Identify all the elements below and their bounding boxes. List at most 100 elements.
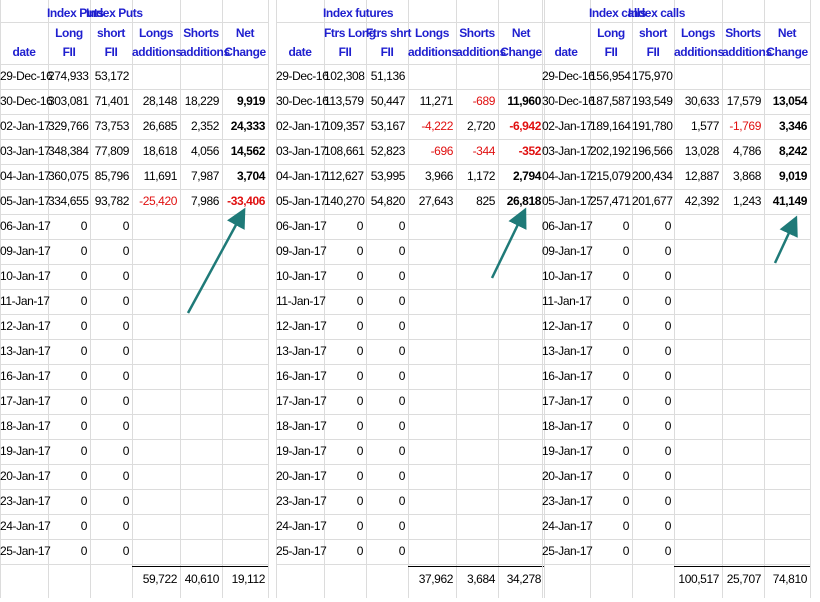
date-cell[interactable]: 03-Jan-17 bbox=[0, 144, 51, 158]
column-header[interactable]: additions bbox=[722, 45, 772, 59]
table-cell[interactable]: 201,677 bbox=[632, 194, 673, 208]
table-cell[interactable]: 0 bbox=[122, 294, 130, 308]
section-title[interactable]: Index calls bbox=[628, 6, 685, 20]
table-cell[interactable]: 196,566 bbox=[632, 144, 673, 158]
table-cell[interactable]: 3,868 bbox=[732, 169, 761, 183]
table-cell[interactable]: 0 bbox=[664, 244, 672, 258]
table-cell[interactable]: 0 bbox=[122, 244, 130, 258]
table-cell[interactable]: 7,986 bbox=[190, 194, 219, 208]
table-cell[interactable]: 0 bbox=[664, 544, 672, 558]
total-cell[interactable]: 74,810 bbox=[772, 572, 808, 586]
date-cell[interactable]: 20-Jan-17 bbox=[0, 469, 51, 483]
column-header[interactable]: Change bbox=[224, 45, 266, 59]
column-header[interactable]: Shorts bbox=[459, 26, 495, 40]
date-cell[interactable]: 10-Jan-17 bbox=[276, 269, 327, 283]
date-cell[interactable]: 25-Jan-17 bbox=[276, 544, 327, 558]
column-header[interactable]: date bbox=[12, 45, 36, 59]
column-header[interactable]: date bbox=[288, 45, 312, 59]
table-cell[interactable]: 0 bbox=[122, 519, 130, 533]
column-header[interactable]: FII bbox=[338, 45, 352, 59]
table-cell[interactable]: 0 bbox=[80, 419, 88, 433]
table-cell[interactable]: 0 bbox=[356, 444, 364, 458]
table-cell[interactable]: 0 bbox=[356, 394, 364, 408]
table-cell[interactable]: 215,079 bbox=[590, 169, 631, 183]
table-cell[interactable]: 85,796 bbox=[94, 169, 130, 183]
table-cell[interactable]: 2,720 bbox=[466, 119, 495, 133]
column-header[interactable]: FII bbox=[62, 45, 76, 59]
table-cell[interactable]: 0 bbox=[398, 269, 406, 283]
column-header[interactable]: FII bbox=[646, 45, 660, 59]
table-cell[interactable]: 71,401 bbox=[94, 94, 130, 108]
table-cell[interactable]: 0 bbox=[398, 319, 406, 333]
date-cell[interactable]: 09-Jan-17 bbox=[276, 244, 327, 258]
date-cell[interactable]: 19-Jan-17 bbox=[276, 444, 327, 458]
table-cell[interactable]: 0 bbox=[80, 294, 88, 308]
column-header[interactable]: Longs bbox=[415, 26, 449, 40]
date-cell[interactable]: 17-Jan-17 bbox=[0, 394, 51, 408]
table-cell[interactable]: 53,995 bbox=[370, 169, 406, 183]
column-header[interactable]: Long bbox=[55, 26, 83, 40]
total-cell[interactable]: 25,707 bbox=[726, 572, 762, 586]
date-cell[interactable]: 09-Jan-17 bbox=[542, 244, 593, 258]
table-cell[interactable]: 0 bbox=[356, 269, 364, 283]
date-cell[interactable]: 18-Jan-17 bbox=[0, 419, 51, 433]
total-cell[interactable]: 100,517 bbox=[678, 572, 719, 586]
table-cell[interactable]: 0 bbox=[664, 519, 672, 533]
date-cell[interactable]: 29-Dec-16 bbox=[276, 69, 329, 83]
column-header[interactable]: Ftrs Long bbox=[324, 26, 376, 40]
table-cell[interactable]: 0 bbox=[356, 469, 364, 483]
date-cell[interactable]: 03-Jan-17 bbox=[542, 144, 593, 158]
table-cell[interactable]: 0 bbox=[398, 419, 406, 433]
table-cell[interactable]: 11,960 bbox=[507, 94, 541, 108]
table-cell[interactable]: 11,271 bbox=[419, 94, 454, 108]
date-cell[interactable]: 05-Jan-17 bbox=[276, 194, 327, 208]
table-cell[interactable]: 0 bbox=[664, 419, 672, 433]
date-cell[interactable]: 18-Jan-17 bbox=[276, 419, 327, 433]
table-cell[interactable]: 0 bbox=[664, 369, 672, 383]
table-cell[interactable]: 27,643 bbox=[418, 194, 454, 208]
table-cell[interactable]: 9,019 bbox=[778, 169, 807, 183]
table-cell[interactable]: 189,164 bbox=[590, 119, 631, 133]
date-cell[interactable]: 04-Jan-17 bbox=[276, 169, 327, 183]
table-cell[interactable]: 0 bbox=[356, 319, 364, 333]
table-cell[interactable]: 7,987 bbox=[190, 169, 219, 183]
table-cell[interactable]: 0 bbox=[398, 469, 406, 483]
table-cell[interactable]: 0 bbox=[356, 419, 364, 433]
total-cell[interactable]: 34,278 bbox=[506, 572, 542, 586]
date-cell[interactable]: 19-Jan-17 bbox=[0, 444, 51, 458]
table-cell[interactable]: 0 bbox=[622, 394, 630, 408]
date-cell[interactable]: 16-Jan-17 bbox=[276, 369, 327, 383]
table-cell[interactable]: 0 bbox=[398, 369, 406, 383]
table-cell[interactable]: 2,794 bbox=[512, 169, 541, 183]
date-cell[interactable]: 16-Jan-17 bbox=[542, 369, 593, 383]
table-cell[interactable]: -352 bbox=[518, 144, 542, 158]
section-title[interactable]: Index calls bbox=[589, 6, 646, 20]
table-cell[interactable]: 42,392 bbox=[684, 194, 720, 208]
table-cell[interactable]: 0 bbox=[664, 269, 672, 283]
total-cell[interactable]: 3,684 bbox=[466, 572, 495, 586]
date-cell[interactable]: 19-Jan-17 bbox=[542, 444, 593, 458]
date-cell[interactable]: 23-Jan-17 bbox=[0, 494, 51, 508]
table-cell[interactable]: 156,954 bbox=[590, 69, 631, 83]
table-cell[interactable]: 175,970 bbox=[632, 69, 673, 83]
table-cell[interactable]: 13,028 bbox=[684, 144, 720, 158]
table-cell[interactable]: 14,562 bbox=[230, 144, 266, 158]
column-header[interactable]: short bbox=[96, 26, 125, 40]
table-cell[interactable]: 0 bbox=[664, 444, 672, 458]
section-title[interactable]: Index Puts bbox=[86, 6, 143, 20]
date-cell[interactable]: 29-Dec-16 bbox=[542, 69, 595, 83]
table-cell[interactable]: 0 bbox=[622, 319, 630, 333]
date-cell[interactable]: 05-Jan-17 bbox=[0, 194, 51, 208]
date-cell[interactable]: 11-Jan-17 bbox=[542, 294, 592, 308]
table-cell[interactable]: 0 bbox=[664, 319, 672, 333]
table-cell[interactable]: 202,192 bbox=[590, 144, 631, 158]
table-cell[interactable]: 0 bbox=[622, 369, 630, 383]
table-cell[interactable]: 9,919 bbox=[236, 94, 265, 108]
table-cell[interactable]: -25,420 bbox=[139, 194, 177, 208]
date-cell[interactable]: 12-Jan-17 bbox=[0, 319, 51, 333]
total-cell[interactable]: 59,722 bbox=[142, 572, 178, 586]
date-cell[interactable]: 12-Jan-17 bbox=[542, 319, 593, 333]
table-cell[interactable]: 200,434 bbox=[632, 169, 673, 183]
date-cell[interactable]: 17-Jan-17 bbox=[542, 394, 593, 408]
table-cell[interactable]: 0 bbox=[622, 244, 630, 258]
